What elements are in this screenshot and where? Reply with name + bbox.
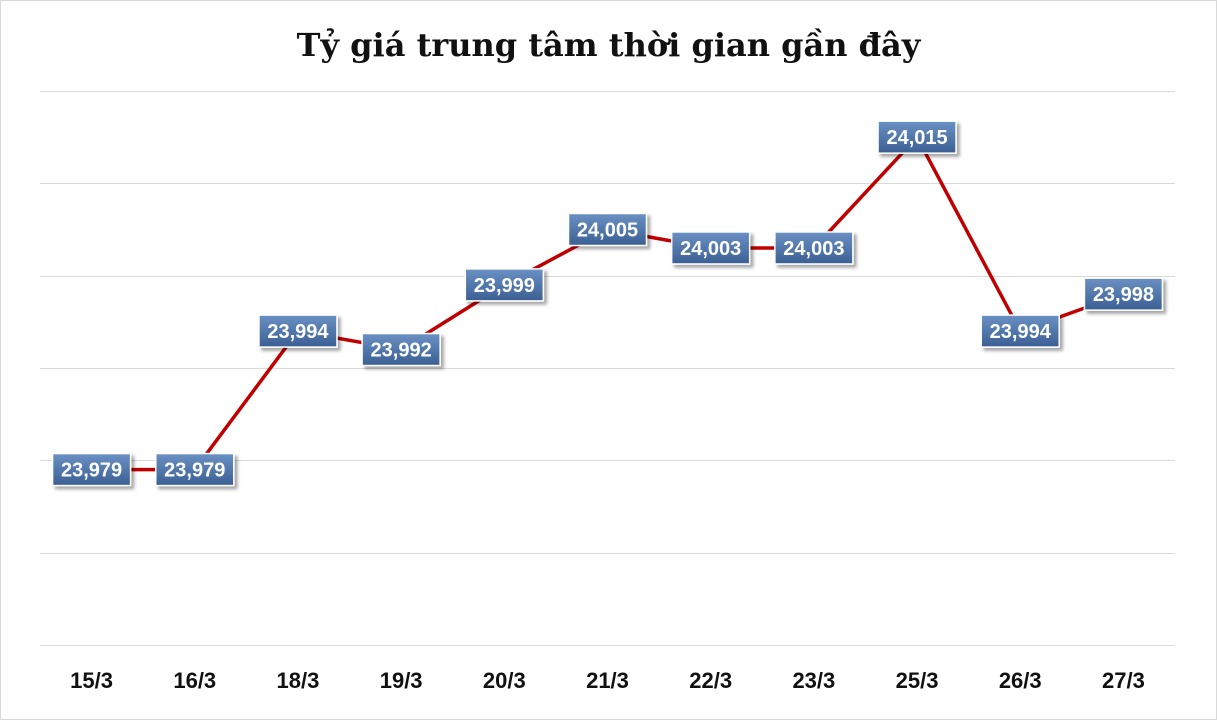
- data-label: 24,015: [877, 120, 957, 154]
- data-label: 23,994: [980, 314, 1060, 348]
- series-line: [91, 135, 1124, 472]
- data-label: 23,979: [51, 452, 132, 487]
- data-label: 24,003: [774, 231, 854, 265]
- data-label-box: [464, 268, 545, 302]
- data-label: 23,994: [258, 314, 338, 348]
- data-label-text: 23,994: [267, 321, 329, 343]
- data-label-text: 23,992: [371, 340, 432, 362]
- data-label-text: 23,999: [474, 275, 535, 297]
- data-label-box: [980, 314, 1060, 348]
- data-label-box: [774, 231, 854, 265]
- data-label-text: 23,979: [61, 460, 122, 482]
- data-label-box: [258, 314, 338, 348]
- x-tick-label: 16/3: [173, 668, 216, 693]
- data-label-box: [567, 212, 648, 247]
- data-label-box: [877, 120, 957, 154]
- data-label-text: 23,994: [990, 321, 1052, 343]
- x-tick-label: 15/3: [70, 668, 113, 693]
- data-label: 23,999: [464, 268, 545, 302]
- data-label: 24,005: [567, 212, 648, 247]
- data-label-box: [361, 332, 441, 367]
- data-label: 23,998: [1083, 277, 1164, 311]
- x-tick-label: 26/3: [999, 668, 1042, 693]
- data-label: 23,992: [361, 332, 441, 367]
- data-label-text: 24,003: [783, 238, 844, 260]
- x-tick-label: 27/3: [1102, 668, 1145, 693]
- data-label: 24,003: [670, 231, 751, 265]
- data-label-box: [155, 452, 235, 487]
- data-label-text: 24,005: [577, 220, 638, 242]
- data-label-box: [51, 452, 132, 487]
- x-tick-label: 21/3: [586, 668, 629, 693]
- x-tick-label: 22/3: [689, 668, 732, 693]
- data-label-text: 24,003: [680, 238, 741, 260]
- x-tick-label: 20/3: [483, 668, 526, 693]
- data-label-text: 24,015: [886, 127, 947, 149]
- x-tick-label: 23/3: [792, 668, 835, 693]
- data-label-text: 23,998: [1093, 284, 1154, 306]
- x-tick-label: 19/3: [380, 668, 423, 693]
- x-tick-label: 25/3: [896, 668, 939, 693]
- data-label-text: 23,979: [164, 460, 225, 482]
- data-label: 23,979: [155, 452, 235, 487]
- data-label-box: [670, 231, 751, 265]
- x-tick-label: 18/3: [277, 668, 320, 693]
- data-label-box: [1083, 277, 1164, 311]
- chart-title: Tỷ giá trung tâm thời gian gần đây: [296, 26, 921, 64]
